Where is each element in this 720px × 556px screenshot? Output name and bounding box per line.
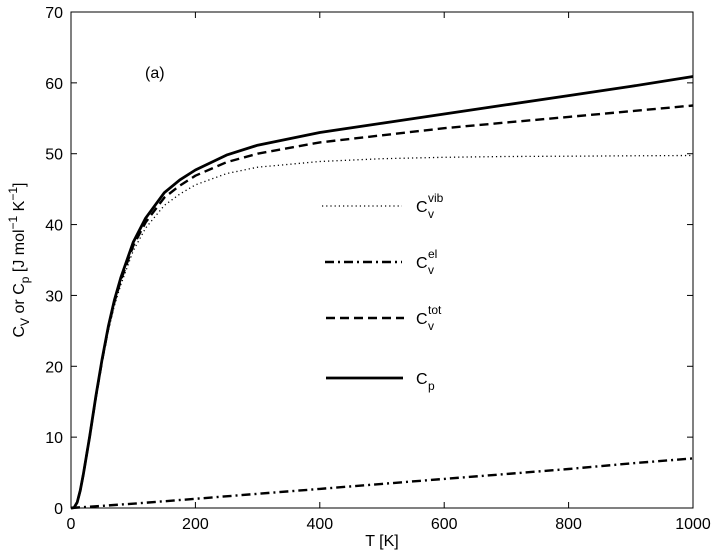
legend-label-sub: v [428, 319, 434, 333]
x-axis: 0 200 400 600 800 1000 [67, 12, 711, 533]
plot-area [70, 11, 694, 509]
series-cv-tot-line [70, 104, 694, 510]
legend-label-sub: v [428, 263, 434, 277]
legend-label-main: C [416, 255, 428, 272]
legend-label-sub: p [428, 379, 435, 393]
x-tick-label: 200 [182, 516, 209, 533]
x-tick-label: 800 [555, 516, 582, 533]
series-cv-el-line [70, 457, 694, 510]
y-title-unit-sup2: −1 [6, 187, 20, 201]
x-tick-label: 0 [67, 516, 76, 533]
y-title-unit-k: K [11, 200, 28, 215]
x-axis-title: T [K] [365, 533, 399, 550]
y-title-middle-sub: p [18, 276, 32, 283]
legend-label-main: C [416, 199, 428, 216]
y-title-c-sub: V [18, 318, 32, 326]
legend-label-sup: tot [428, 303, 442, 317]
legend-label: Cvib v [416, 191, 444, 221]
legend-label-main: C [416, 311, 428, 328]
x-tick-label: 600 [431, 516, 458, 533]
legend-label: Cp [416, 371, 435, 393]
panel-annotation: (a) [145, 65, 165, 82]
y-tick-label: 60 [45, 76, 63, 93]
series-cp-line [70, 75, 694, 510]
legend-label: Ctot v [416, 303, 442, 333]
y-title-middle: or C [11, 283, 28, 318]
y-tick-label: 50 [45, 147, 63, 164]
y-tick-label: 40 [45, 218, 63, 235]
y-tick-label: 10 [45, 430, 63, 447]
x-tick-label: 400 [306, 516, 333, 533]
legend-label-sup: vib [428, 191, 444, 205]
legend-label-sup: el [428, 247, 437, 261]
y-axis: 0 10 20 30 40 50 60 70 [45, 5, 693, 518]
x-tick-label: 1000 [675, 516, 711, 533]
y-title-unit: [J mol [11, 229, 28, 276]
legend-label-sub: v [428, 207, 434, 221]
y-tick-label: 0 [54, 501, 63, 518]
y-tick-label: 30 [45, 288, 63, 305]
y-axis-title: CV or Cp [J mol−1 K−1] [6, 182, 32, 337]
series-layer [70, 75, 694, 510]
y-title-unit-sup1: −1 [6, 215, 20, 229]
y-title-c: C [11, 326, 28, 338]
y-tick-label: 70 [45, 5, 63, 22]
legend-label: Cel v [416, 247, 437, 277]
legend-label-main: C [416, 371, 428, 388]
y-title-unit-close: ] [11, 182, 28, 186]
y-tick-label: 20 [45, 359, 63, 376]
